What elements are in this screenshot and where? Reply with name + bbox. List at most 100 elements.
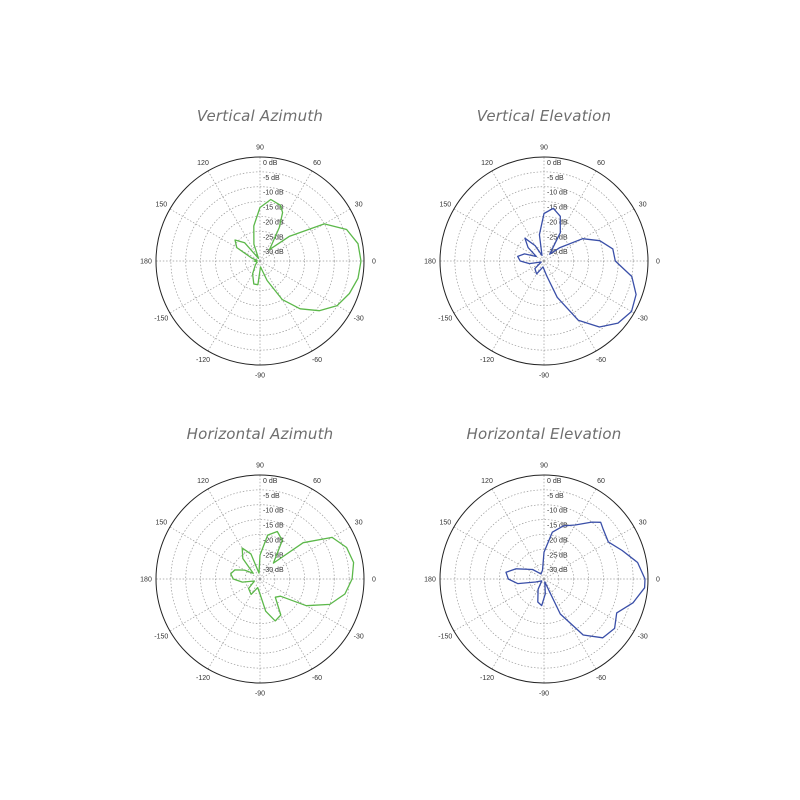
radial-tick-label: -30 dB (547, 249, 568, 256)
angle-tick-label: 90 (540, 145, 548, 152)
outer-circle (439, 156, 649, 366)
angle-tick-label: -90 (255, 691, 265, 698)
radial-tick-label: -25 dB (263, 552, 284, 559)
chart-title: Vertical Azimuth (196, 107, 324, 125)
radial-tick-label: -15 dB (263, 205, 284, 212)
grid-spoke (259, 578, 313, 670)
angle-tick-label: -120 (196, 357, 210, 364)
grid-spoke (207, 170, 261, 262)
grid-spoke (259, 208, 351, 262)
grid-spoke (491, 578, 545, 670)
angle-tick-label: -60 (596, 675, 606, 682)
grid-spoke (259, 170, 313, 262)
polar-chart-horizontal-elevation: 0 30 60 90 120 150 180 -150 -120 -90 -60 -30 0 dB -5 … (424, 463, 660, 698)
radiation-pattern-series (230, 530, 355, 622)
polar-chart-horizontal-azimuth: 0 30 60 90 120 150 180 -150 -120 -90 -60 -30 0 dB -5 … (140, 463, 376, 698)
angle-tick-label: 120 (197, 160, 209, 167)
chart-panel-horizontal-elevation: Horizontal Elevation 0 30 60 90 120 150 180 -15… (394, 423, 694, 723)
chart-title: Horizontal Azimuth (186, 425, 334, 443)
angle-tick-label: 60 (313, 478, 321, 485)
angle-tick-label: -90 (255, 373, 265, 380)
angle-tick-label: 180 (140, 259, 152, 266)
angle-tick-label: 180 (140, 577, 152, 584)
grid-ring (469, 186, 619, 336)
grid-spoke (259, 578, 351, 632)
grid-ring (215, 216, 305, 306)
grid-spoke (543, 578, 597, 670)
radial-tick-label: -10 dB (263, 508, 284, 515)
angle-tick-label: -150 (154, 316, 168, 323)
grid-ring (528, 563, 560, 595)
grid-spoke (259, 488, 313, 580)
angle-tick-label: -60 (312, 675, 322, 682)
radial-tick-label: -20 dB (263, 219, 284, 226)
grid-spoke (207, 488, 261, 580)
radial-tick-label: -5 dB (263, 175, 280, 182)
grid-ring (185, 504, 335, 654)
angle-tick-label: -60 (312, 357, 322, 364)
grid-spoke (543, 260, 635, 314)
chart-panel-vertical-azimuth: Vertical Azimuth 0 30 60 90 120 150 180 -150 -12… (110, 105, 410, 405)
grid-ring (215, 534, 305, 624)
radial-tick-label: 0 dB (263, 160, 278, 167)
angle-tick-label: 0 (656, 259, 660, 266)
grid-ring (499, 534, 589, 624)
angle-tick-label: 180 (424, 259, 436, 266)
grid-spoke (491, 260, 545, 352)
radial-tick-label: -5 dB (547, 175, 564, 182)
angle-tick-label: -90 (539, 373, 549, 380)
angle-tick-label: -30 (638, 316, 648, 323)
grid-spoke (543, 170, 597, 262)
radial-tick-label: -15 dB (547, 205, 568, 212)
angle-tick-label: 90 (256, 463, 264, 470)
angle-tick-label: 30 (639, 202, 647, 209)
radiation-pattern-series (517, 207, 637, 328)
grid-spoke (453, 260, 545, 314)
grid-spoke (543, 208, 635, 262)
radial-tick-label: -5 dB (263, 493, 280, 500)
grid-spoke (207, 260, 261, 352)
chart-panel-vertical-elevation: Vertical Elevation 0 30 60 90 120 150 180 -150 -… (394, 105, 694, 405)
angle-tick-label: -120 (480, 357, 494, 364)
angle-tick-label: 90 (540, 463, 548, 470)
grid-spoke (543, 526, 635, 580)
grid-spoke (453, 526, 545, 580)
radial-tick-label: -25 dB (263, 234, 284, 241)
grid-ring (244, 245, 276, 277)
angle-tick-label: 120 (197, 478, 209, 485)
grid-ring (499, 216, 589, 306)
radial-tick-label: 0 dB (547, 478, 562, 485)
polar-chart-vertical-elevation: 0 30 60 90 120 150 180 -150 -120 -90 -60 -30 0 dB -5 … (424, 145, 660, 380)
angle-tick-label: 60 (597, 478, 605, 485)
chart-title: Vertical Elevation (476, 107, 612, 125)
grid-ring (528, 245, 560, 277)
angle-tick-label: 0 (656, 577, 660, 584)
radial-tick-label: -30 dB (263, 567, 284, 574)
angle-tick-label: 120 (481, 478, 493, 485)
grid-spoke (543, 578, 635, 632)
angle-tick-label: 120 (481, 160, 493, 167)
radiation-pattern-series (505, 521, 646, 639)
grid-spoke (259, 526, 351, 580)
grid-spoke (543, 260, 597, 352)
grid-ring (469, 504, 619, 654)
radial-tick-label: -30 dB (547, 567, 568, 574)
radial-tick-label: -10 dB (547, 508, 568, 515)
radial-tick-label: 0 dB (547, 160, 562, 167)
angle-tick-label: -30 (638, 634, 648, 641)
angle-tick-label: -30 (354, 316, 364, 323)
radial-tick-label: 0 dB (263, 478, 278, 485)
grid-spoke (453, 578, 545, 632)
angle-tick-label: -150 (438, 316, 452, 323)
radial-tick-label: -20 dB (547, 537, 568, 544)
angle-tick-label: 60 (313, 160, 321, 167)
outer-circle (155, 474, 365, 684)
angle-tick-label: 60 (597, 160, 605, 167)
angle-tick-label: -150 (438, 634, 452, 641)
angle-tick-label: -30 (354, 634, 364, 641)
outer-circle (155, 156, 365, 366)
radiation-pattern-series (234, 198, 362, 312)
angle-tick-label: -120 (480, 675, 494, 682)
grid-spoke (543, 488, 597, 580)
grid-spoke (169, 260, 261, 314)
